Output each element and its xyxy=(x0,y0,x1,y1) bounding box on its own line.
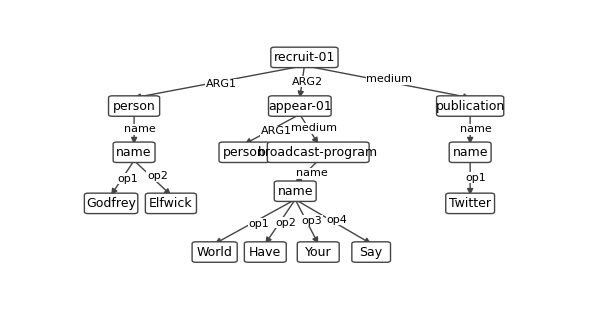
FancyBboxPatch shape xyxy=(146,193,197,214)
FancyBboxPatch shape xyxy=(268,96,331,116)
Text: Your: Your xyxy=(305,246,331,258)
FancyBboxPatch shape xyxy=(446,193,495,214)
Text: Elfwick: Elfwick xyxy=(149,197,192,210)
Text: Godfrey: Godfrey xyxy=(86,197,136,210)
Text: name: name xyxy=(124,124,156,134)
FancyBboxPatch shape xyxy=(274,181,316,201)
Text: publication: publication xyxy=(435,100,505,112)
FancyBboxPatch shape xyxy=(437,96,504,116)
FancyBboxPatch shape xyxy=(192,242,237,262)
Text: op4: op4 xyxy=(327,215,347,225)
Text: ARG1: ARG1 xyxy=(261,126,292,136)
Text: broadcast-program: broadcast-program xyxy=(258,146,378,159)
Text: World: World xyxy=(197,246,233,258)
FancyBboxPatch shape xyxy=(84,193,138,214)
FancyBboxPatch shape xyxy=(219,142,270,162)
Text: person: person xyxy=(223,146,266,159)
Text: Say: Say xyxy=(359,246,383,258)
FancyBboxPatch shape xyxy=(267,142,369,162)
FancyBboxPatch shape xyxy=(113,142,155,162)
Text: name: name xyxy=(453,146,488,159)
Text: name: name xyxy=(296,168,327,178)
Text: Twitter: Twitter xyxy=(449,197,491,210)
Text: op2: op2 xyxy=(275,218,296,228)
FancyBboxPatch shape xyxy=(297,242,339,262)
Text: ARG1: ARG1 xyxy=(206,79,236,89)
Text: Have: Have xyxy=(249,246,282,258)
Text: op2: op2 xyxy=(147,171,168,181)
Text: recruit-01: recruit-01 xyxy=(274,51,335,64)
Text: op1: op1 xyxy=(248,219,269,229)
FancyBboxPatch shape xyxy=(449,142,491,162)
Text: appear-01: appear-01 xyxy=(268,100,331,112)
Text: ARG2: ARG2 xyxy=(292,77,323,87)
FancyBboxPatch shape xyxy=(271,47,338,68)
Text: op1: op1 xyxy=(465,173,486,183)
Text: name: name xyxy=(277,185,313,198)
FancyBboxPatch shape xyxy=(109,96,160,116)
Text: name: name xyxy=(460,124,492,134)
Text: medium: medium xyxy=(291,123,337,133)
Text: op3: op3 xyxy=(302,216,323,226)
FancyBboxPatch shape xyxy=(244,242,286,262)
FancyBboxPatch shape xyxy=(352,242,390,262)
Text: name: name xyxy=(116,146,152,159)
Text: person: person xyxy=(113,100,156,112)
Text: op1: op1 xyxy=(118,174,138,184)
Text: medium: medium xyxy=(366,74,412,84)
